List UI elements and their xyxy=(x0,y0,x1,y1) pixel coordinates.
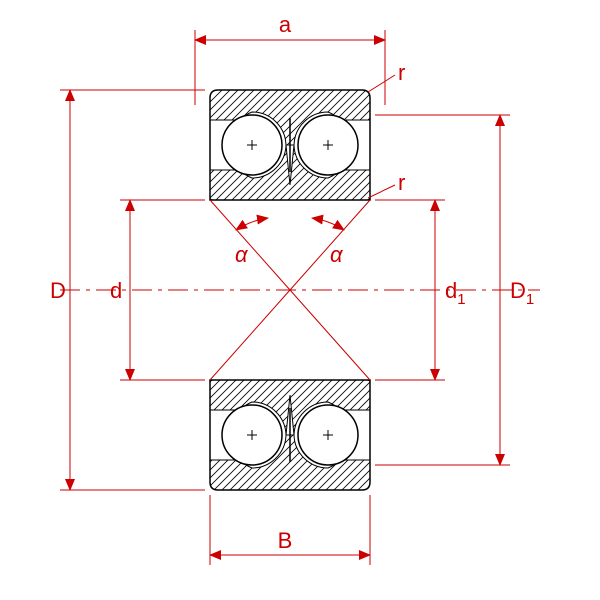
dim-r-lower: r xyxy=(368,170,405,198)
dim-d1-label: d xyxy=(445,278,457,303)
dim-D1-sub: 1 xyxy=(526,291,534,308)
svg-text:D1: D1 xyxy=(510,278,534,308)
dim-a-label: a xyxy=(279,12,292,37)
dim-r-lower-label: r xyxy=(398,170,405,195)
upper-section xyxy=(210,90,370,200)
dim-d-label: d xyxy=(110,278,122,303)
alpha-right-label: α xyxy=(330,242,344,267)
dim-B: B xyxy=(210,495,370,565)
alpha-left-label: α xyxy=(235,242,249,267)
dim-r-upper: r xyxy=(368,60,405,92)
dim-D-label: D xyxy=(50,278,66,303)
dim-r-upper-label: r xyxy=(398,60,405,85)
bearing-diagram: α α a B D d d1 xyxy=(0,0,600,600)
dim-d1-sub: 1 xyxy=(457,291,465,308)
lower-section xyxy=(210,380,370,490)
dim-B-label: B xyxy=(278,528,293,553)
dim-D1-label: D xyxy=(510,278,526,303)
svg-text:d1: d1 xyxy=(445,278,466,308)
